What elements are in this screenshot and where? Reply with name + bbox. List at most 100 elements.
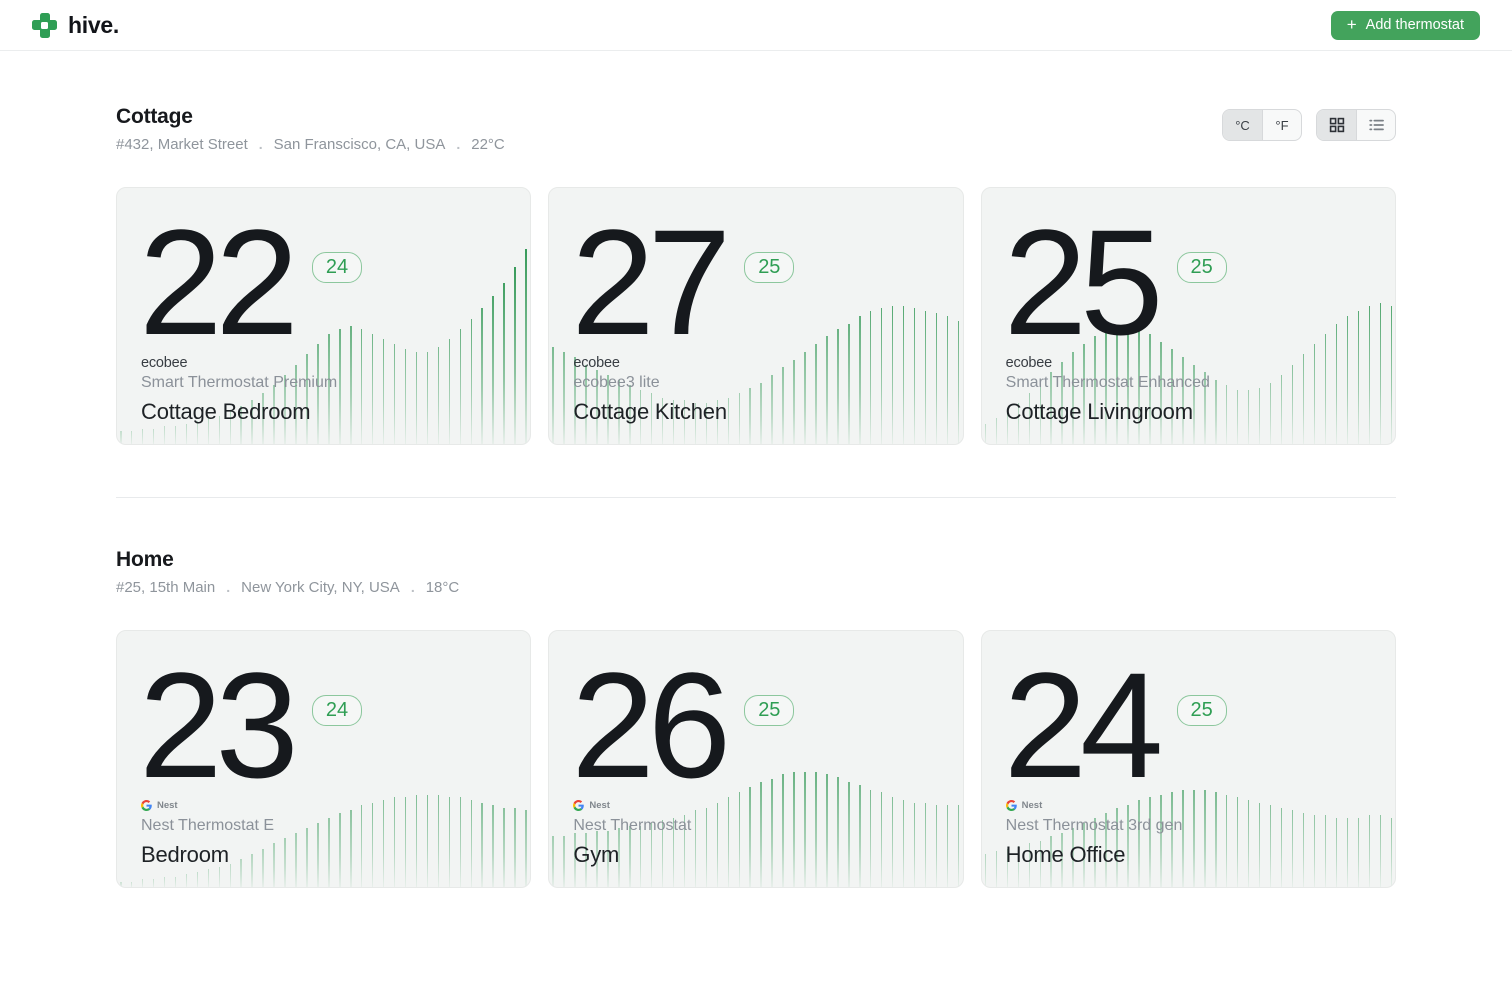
add-thermostat-button[interactable]: + Add thermostat [1330, 10, 1480, 40]
spark-bar [1127, 326, 1129, 444]
thermostat-card[interactable]: 22 24 ecobee Smart Thermostat Premium Co… [116, 187, 532, 445]
spark-bar [240, 858, 242, 887]
spark-bar [749, 787, 751, 887]
spark-bar [1061, 362, 1063, 444]
spark-bar [1258, 387, 1261, 444]
spark-bar [957, 805, 960, 887]
thermostat-card[interactable]: 27 25 ecobee ecobee3 lite Cottage Kitche… [548, 187, 964, 445]
spark-bar [350, 326, 352, 444]
thermostat-card[interactable]: 23 24 Nest Nest Thermostat E Bedroom [116, 630, 532, 888]
thermostat-card[interactable]: 25 25 ecobee Smart Thermostat Enhanced C… [980, 187, 1396, 445]
thermostat-card[interactable]: 26 25 Nest Nest Thermostat Gym [548, 630, 964, 888]
separator-dot: . [410, 579, 415, 595]
spark-bar [771, 374, 773, 444]
spark-bar [639, 825, 642, 887]
spark-bar [1368, 815, 1371, 887]
spark-bar [1182, 356, 1184, 444]
nest-label: Nest [1021, 800, 1043, 811]
spark-bar [793, 771, 795, 887]
celsius-toggle-button[interactable]: °C [1223, 110, 1262, 140]
spark-bar [415, 794, 418, 887]
spark-bar [1236, 797, 1239, 887]
add-thermostat-label: Add thermostat [1365, 17, 1464, 33]
spark-bar [1116, 326, 1118, 444]
spark-bar [174, 426, 177, 444]
spark-bar [306, 354, 308, 444]
thermostat-model: Nest Thermostat 3rd gen [1005, 817, 1183, 834]
spark-bar [459, 797, 462, 887]
brand-line: ecobee [1006, 354, 1210, 371]
target-temperature-badge: 25 [1176, 252, 1227, 283]
spark-bar [426, 351, 429, 444]
spark-bar [1083, 823, 1085, 887]
room-name: Home Office [1005, 842, 1126, 867]
thermostat-meta: Nest Nest Thermostat Gym [573, 797, 691, 868]
spark-bar [1182, 789, 1184, 887]
spark-bar [525, 810, 527, 887]
spark-bar [935, 313, 938, 444]
spark-bar [437, 794, 440, 887]
spark-bar [607, 374, 609, 444]
spark-bar [585, 833, 587, 887]
spark-bar [1280, 807, 1283, 887]
hive-logo[interactable]: hive. [32, 12, 119, 39]
layout-toggle [1316, 109, 1396, 141]
spark-bar [426, 794, 429, 887]
spark-bar [1127, 805, 1129, 887]
spark-bar [1225, 385, 1228, 444]
spark-bar [1149, 797, 1151, 887]
view-controls: °C °F [1222, 109, 1396, 141]
list-view-button[interactable] [1356, 110, 1395, 140]
spark-bar [492, 295, 494, 444]
spark-bar [514, 267, 516, 444]
grid-view-button[interactable] [1317, 110, 1356, 140]
spark-bar [207, 418, 210, 444]
spark-bar [995, 418, 998, 444]
spark-bar [371, 802, 374, 887]
spark-bar [295, 833, 297, 887]
spark-bar [1149, 333, 1151, 444]
spark-bar [1335, 323, 1338, 444]
spark-bar [574, 356, 576, 444]
location-section: Cottage #432, Market Street . San Fransc… [116, 105, 1396, 445]
nest-logo: Nest [141, 800, 178, 811]
temperature-sparkline [549, 631, 962, 887]
spark-bar [629, 385, 631, 444]
brand-line: Nest [1005, 797, 1183, 814]
thermostat-card[interactable]: 24 25 Nest Nest Thermostat 3rd gen Home … [980, 630, 1396, 888]
spark-bar [1368, 305, 1371, 444]
spark-bar [1039, 840, 1041, 887]
target-temperature-badge: 24 [311, 252, 363, 283]
fahrenheit-toggle-button[interactable]: °F [1262, 110, 1301, 140]
spark-bar [1390, 305, 1392, 444]
spark-bar [470, 318, 472, 444]
ecobee-logo: ecobee [141, 354, 188, 371]
spark-bar [804, 351, 806, 444]
temperature-row: 24 25 [982, 631, 1395, 800]
nest-label: Nest [589, 800, 610, 811]
spark-bar [1291, 810, 1294, 887]
spark-bar [141, 428, 144, 444]
hive-plus-icon [32, 12, 57, 38]
spark-bar [229, 863, 232, 887]
spark-bar [262, 392, 264, 444]
thermostat-model: Smart Thermostat Premium [141, 374, 338, 391]
spark-bar [207, 869, 210, 887]
temperature-sparkline [117, 188, 530, 444]
spark-bar [503, 282, 505, 444]
unit-toggle: °C °F [1222, 109, 1302, 141]
spark-bar [273, 385, 275, 444]
spark-bar [1138, 799, 1140, 887]
target-temperature-badge: 24 [311, 695, 363, 726]
spark-bar [1379, 815, 1382, 887]
spark-bar [1346, 817, 1349, 887]
thermostat-meta: ecobee Smart Thermostat Premium Cottage … [141, 354, 337, 425]
spark-bar [880, 792, 883, 887]
current-temperature: 25 [1003, 198, 1164, 366]
spark-bar [284, 838, 286, 887]
spark-bar [120, 431, 122, 444]
thermostat-meta: ecobee Smart Thermostat Enhanced Cottage… [1006, 354, 1210, 425]
spark-bar [760, 782, 762, 887]
spark-bar [563, 835, 565, 887]
spark-bar [448, 797, 451, 887]
